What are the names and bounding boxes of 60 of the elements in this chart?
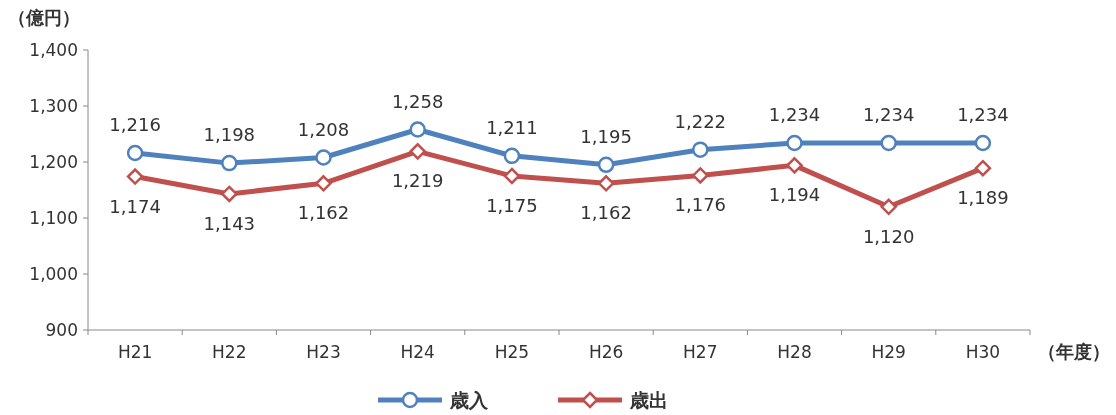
- y-tick-label: 1,000: [29, 264, 78, 284]
- x-tick-label: H21: [117, 342, 153, 362]
- x-axis-title: （年度）: [1038, 341, 1110, 362]
- point: [503, 147, 521, 165]
- point: [597, 175, 615, 192]
- y-tick-label: 1,200: [29, 152, 78, 172]
- point: [315, 149, 332, 166]
- data-label: 1,219: [391, 170, 444, 192]
- point: [315, 175, 332, 192]
- x-tick-label: H29: [871, 342, 906, 362]
- legend-label: 歳出: [629, 389, 668, 411]
- data-label: 1,234: [768, 103, 821, 125]
- legend-label: 歳入: [449, 389, 489, 411]
- y-tick-label: 1,400: [29, 40, 78, 60]
- data-label: 1,234: [862, 103, 915, 125]
- y-axis-title: （億円）: [8, 7, 80, 28]
- y-tick-label: 1,300: [29, 96, 78, 116]
- x-tick-label: H28: [777, 342, 812, 362]
- point: [503, 167, 521, 185]
- point: [597, 156, 615, 174]
- point: [409, 121, 426, 138]
- data-label: 1,195: [580, 125, 632, 147]
- x-tick-label: H24: [400, 342, 435, 362]
- data-label: 1,222: [674, 110, 727, 132]
- point: [221, 154, 238, 172]
- point: [126, 144, 144, 162]
- point: [126, 168, 144, 185]
- x-tick-label: H23: [306, 342, 341, 362]
- point: [880, 134, 897, 152]
- point: [221, 185, 238, 203]
- point: [786, 134, 803, 152]
- y-tick-label: 1,100: [29, 208, 78, 228]
- data-label: 1,162: [297, 202, 350, 224]
- x-tick-label: H25: [494, 342, 530, 362]
- data-label: 1,174: [109, 195, 161, 217]
- point: [692, 141, 709, 158]
- data-label: 1,176: [674, 194, 727, 216]
- data-label: 1,120: [862, 225, 915, 247]
- point: [974, 159, 992, 177]
- x-tick-label: H22: [212, 342, 247, 362]
- x-tick-label: H30: [965, 342, 1001, 362]
- point: [880, 198, 897, 216]
- point: [692, 167, 709, 184]
- point: [409, 143, 426, 160]
- data-label: 1,175: [486, 195, 538, 216]
- data-label: 1,208: [297, 118, 350, 140]
- x-tick-label: H26: [588, 342, 624, 362]
- data-label: 1,162: [580, 202, 632, 224]
- data-label: 1,189: [957, 187, 1009, 209]
- data-label: 1,234: [957, 103, 1009, 125]
- x-tick-label: H27: [683, 342, 718, 362]
- data-label: 1,194: [768, 184, 821, 206]
- data-label: 1,211: [486, 116, 538, 138]
- data-label: 1,216: [109, 114, 161, 136]
- point: [974, 134, 992, 152]
- data-label: 1,198: [203, 124, 256, 146]
- data-label: 1,143: [203, 212, 256, 234]
- y-tick-label: 900: [45, 320, 78, 340]
- data-label: 1,258: [391, 90, 444, 112]
- point: [786, 157, 803, 174]
